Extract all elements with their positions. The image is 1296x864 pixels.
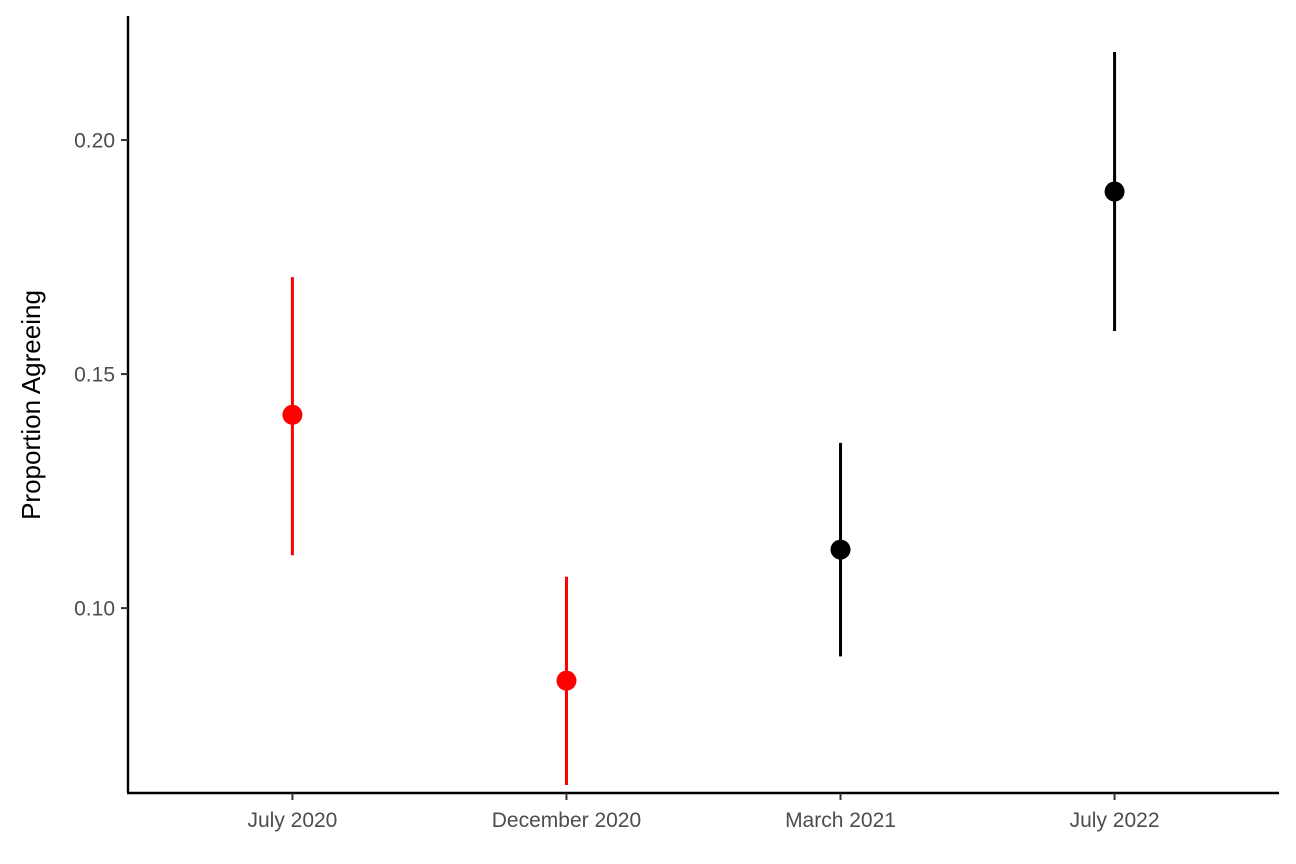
data-point [1104,181,1125,202]
y-tick-label: 0.20 [74,130,115,153]
y-axis-ticks: 0.10 0.15 0.20 [74,130,128,621]
plot-area [282,52,1125,786]
x-tick-label: December 2020 [492,809,641,832]
y-tick-label: 0.15 [74,364,115,387]
x-tick-label: July 2020 [247,809,337,832]
x-tick-label: March 2021 [785,809,896,832]
x-tick-label: July 2022 [1070,809,1160,832]
data-point [556,670,577,691]
y-tick-label: 0.10 [74,598,115,621]
data-point [830,539,851,560]
x-axis-ticks: July 2020 December 2020 March 2021 July 202… [247,793,1160,832]
y-axis-title: Proportion Agreeing [16,290,46,520]
data-point [282,404,303,425]
